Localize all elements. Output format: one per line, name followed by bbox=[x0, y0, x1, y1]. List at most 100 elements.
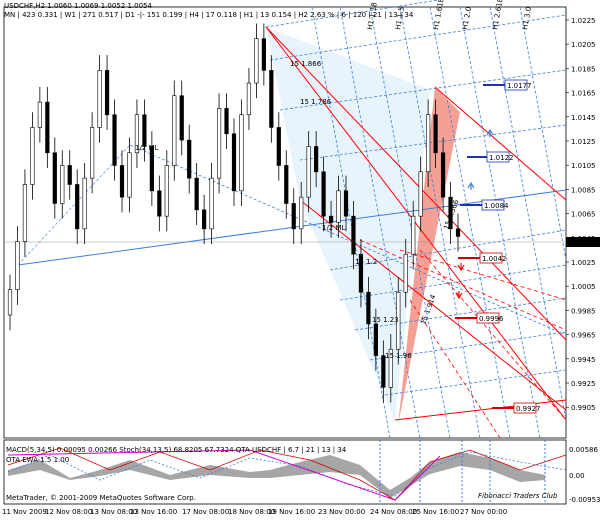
candle-body bbox=[403, 253, 408, 293]
candle-body bbox=[172, 95, 177, 166]
indicator-axis-top: 0.00586 bbox=[569, 446, 598, 454]
candle-body bbox=[336, 190, 341, 223]
fib-label-4: 15 1.23 bbox=[372, 316, 399, 324]
top-label-6: H1 3.0 bbox=[521, 6, 533, 30]
candle-body bbox=[433, 114, 438, 154]
red-arrows bbox=[455, 263, 465, 300]
main-chart-frame bbox=[3, 6, 567, 439]
candle-body bbox=[246, 82, 252, 116]
price-tags: 1.0177 1.0122 1.0084 1.0042 0.9996 0.992… bbox=[476, 79, 541, 414]
price-tag-blue-1: 1.0177 bbox=[507, 82, 532, 90]
candle-body bbox=[45, 101, 50, 154]
candle-body bbox=[104, 70, 110, 116]
indicator-axis-mid: 0.00 bbox=[569, 472, 585, 480]
candle-body bbox=[90, 127, 95, 179]
candle-body bbox=[343, 190, 349, 217]
candle-body bbox=[306, 146, 311, 198]
time-axis-label: 25 Nov 16:00 bbox=[412, 508, 459, 516]
candle-body bbox=[127, 152, 132, 198]
time-axis-label: 24 Nov 08:00 bbox=[370, 508, 417, 516]
candle-body bbox=[30, 127, 35, 185]
candle-body bbox=[142, 114, 147, 147]
indicator-axis-bottom: -0.00953 bbox=[569, 496, 600, 504]
half-ml-label: 1/2 ML bbox=[135, 144, 159, 152]
candle-body bbox=[321, 171, 326, 217]
candle-body bbox=[261, 38, 266, 71]
candle-body bbox=[134, 114, 140, 154]
candle-body bbox=[224, 108, 229, 135]
indicator-frame bbox=[3, 439, 567, 505]
candle-body bbox=[328, 215, 334, 223]
candle-body bbox=[37, 101, 42, 128]
top-label-4: H1 2.0 bbox=[461, 6, 473, 30]
time-axis-label: 17 Nov 08:00 bbox=[182, 508, 229, 516]
fib-label-2: 15 1.786 bbox=[300, 98, 332, 106]
candle-body bbox=[388, 348, 393, 388]
brand-label: Fibonacci Traders Club bbox=[478, 492, 558, 500]
price-axis-label: 1.0105 bbox=[571, 162, 596, 170]
candle-body bbox=[231, 133, 237, 192]
price-tag-red-3: 0.9927 bbox=[516, 405, 541, 413]
time-axis-label: 12 Nov 08:00 bbox=[45, 508, 92, 516]
candle-body bbox=[82, 177, 87, 230]
price-axis-label: 1.0125 bbox=[571, 138, 596, 146]
candle-body bbox=[67, 165, 72, 185]
candle-body bbox=[239, 114, 244, 192]
price-axis-label: 1.0185 bbox=[571, 65, 596, 73]
candle-body bbox=[276, 127, 281, 166]
candle-body bbox=[75, 184, 80, 230]
indicator-label: MACD(5,34,5) 0.00095 0.00266 Stoch(34,13… bbox=[6, 446, 347, 454]
price-axis-label: 0.9965 bbox=[571, 332, 596, 340]
candle-body bbox=[194, 177, 199, 211]
price-axis-label: 0.9905 bbox=[571, 404, 596, 412]
price-axis-label: 1.0025 bbox=[571, 259, 596, 267]
candle-body bbox=[426, 114, 431, 173]
candle-body bbox=[269, 70, 274, 128]
candle-body bbox=[157, 190, 162, 217]
time-axis-label: 27 Nov 00:00 bbox=[460, 508, 507, 516]
price-axis-label: 1.0165 bbox=[571, 90, 596, 98]
candle-body bbox=[149, 146, 154, 192]
candle-body bbox=[284, 165, 289, 204]
indicator-label-2: OTA EWA 1.5 1.00 bbox=[6, 456, 69, 464]
candle-body bbox=[52, 152, 57, 204]
price-axis-label: 1.0085 bbox=[571, 186, 596, 194]
target-dashes bbox=[455, 84, 514, 409]
fan-shade bbox=[266, 27, 430, 420]
candle-body bbox=[187, 139, 192, 179]
candle-body bbox=[440, 152, 446, 198]
timeframe-header: MN | 423 0.331 | W1 | 271 0.517 | D1 -|-… bbox=[4, 11, 414, 19]
candle-body bbox=[373, 323, 378, 356]
price-axis-label: 1.0225 bbox=[571, 17, 596, 25]
price-axis-label: 1.0145 bbox=[571, 114, 596, 122]
ml-label: 1/2 ML bbox=[322, 224, 346, 232]
candle-body bbox=[396, 291, 401, 350]
candle-body bbox=[366, 291, 371, 325]
candle-body bbox=[381, 355, 386, 388]
blue-upper-tine bbox=[17, 144, 131, 266]
candle-body bbox=[216, 108, 222, 179]
candle-body bbox=[7, 289, 13, 316]
top-label-2: H1 1.5 bbox=[394, 6, 406, 30]
candlesticks bbox=[7, 23, 461, 403]
price-tag-red-1: 1.0042 bbox=[482, 255, 507, 263]
candle-body bbox=[291, 203, 296, 230]
time-axis-label: 19 Nov 16:00 bbox=[268, 508, 315, 516]
price-tag-blue-2: 1.0122 bbox=[489, 154, 514, 162]
price-axis-label: 1.0205 bbox=[571, 41, 596, 49]
candle-body bbox=[411, 215, 416, 255]
indicator-axis: 0.00586 0.00 -0.00953 bbox=[569, 446, 600, 504]
candle-body bbox=[448, 196, 453, 230]
price-axis-label: 0.9925 bbox=[571, 380, 596, 388]
price-axis-label: 1.0065 bbox=[571, 211, 596, 219]
fib-label-5: 15 1.96 bbox=[385, 352, 412, 360]
time-axis-label: 23 Nov 00:00 bbox=[318, 508, 365, 516]
price-tag-blue-3: 1.0084 bbox=[484, 202, 509, 210]
candle-body bbox=[112, 114, 117, 166]
blue-arrows bbox=[467, 128, 494, 190]
copyright-label: MetaTrader, © 2001-2009 MetaQuotes Softw… bbox=[6, 494, 196, 502]
candle-body bbox=[418, 171, 423, 217]
candle-body bbox=[455, 228, 461, 237]
